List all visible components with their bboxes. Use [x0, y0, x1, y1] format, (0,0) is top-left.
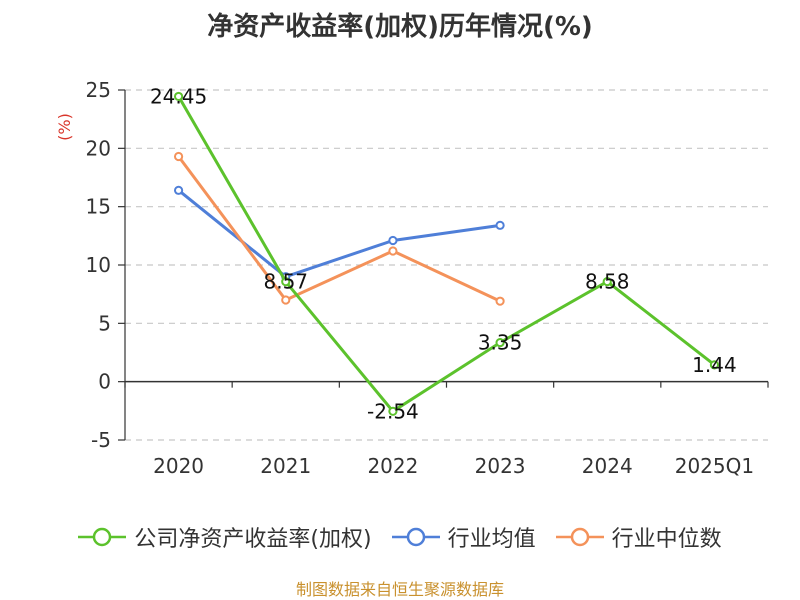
series-line-1 [177, 189, 501, 279]
y-tick-label: -5 [91, 428, 111, 452]
series-line-0 [177, 95, 716, 413]
series-point-2 [495, 296, 505, 306]
series-point-2 [281, 295, 291, 305]
series-line-2 [177, 155, 501, 303]
data-label: -2.54 [367, 399, 419, 423]
series-point-0 [709, 360, 720, 370]
series-point-1 [173, 185, 184, 195]
legend-item-industry-mean[interactable]: 行业均值 [391, 521, 536, 553]
y-tick-label: 25 [86, 78, 111, 102]
series-point-1 [495, 220, 505, 230]
data-label: 1.44 [692, 353, 737, 377]
series-lines [173, 91, 720, 416]
series-point-1 [388, 235, 398, 246]
x-tick-label: 2024 [582, 454, 633, 478]
chart-title: 净资产收益率(加权)历年情况(%) [207, 12, 593, 42]
y-tick-label: 10 [86, 253, 111, 277]
data-label: 8.58 [585, 270, 630, 294]
data-source-note: 制图数据来自恒生聚源数据库 [295, 580, 504, 599]
series-point-0 [173, 91, 184, 102]
series-point-0 [495, 337, 505, 348]
legend-item-industry-median[interactable]: 行业中位数 [555, 521, 722, 553]
x-tick-label: 2021 [260, 454, 311, 478]
data-label: 8.57 [263, 270, 308, 294]
series-point-2 [173, 151, 184, 162]
x-tick-label: 2020 [153, 454, 204, 478]
y-tick-label: 20 [86, 136, 111, 160]
legend: 公司净资产收益率(加权) 行业均值 行业中位数 [0, 520, 800, 554]
legend-item-company[interactable]: 公司净资产收益率(加权) [78, 521, 372, 553]
legend-company-marker-icon [78, 527, 127, 547]
x-tick-label: 2022 [367, 454, 418, 478]
legend-median-marker-icon [555, 527, 604, 547]
series-point-2 [388, 246, 398, 256]
legend-median-label: 行业中位数 [611, 527, 722, 552]
legend-mean-label: 行业均值 [447, 527, 536, 552]
gridlines [125, 89, 768, 441]
data-label: 3.35 [478, 331, 523, 355]
y-tick-label: 15 [86, 195, 111, 219]
x-tick-label: 2025Q1 [675, 454, 754, 478]
y-axis-label: (%) [55, 113, 74, 141]
data-labels: 24.45 8.57 -2.54 3.35 8.58 1.44 [150, 84, 737, 423]
series-point-0 [388, 406, 398, 416]
data-label: 24.45 [150, 84, 207, 108]
series-point-0 [281, 277, 291, 287]
y-tick-label: 0 [98, 370, 111, 394]
legend-mean-marker-icon [391, 527, 440, 547]
legend-company-label: 公司净资产收益率(加权) [134, 527, 372, 552]
series-point-0 [602, 276, 612, 287]
x-tick-label: 2023 [475, 454, 526, 478]
chart-canvas: -5 0 5 10 15 20 25 2020 2021 2022 2023 2024 2025Q1 (… [55, 78, 769, 478]
axes: -5 0 5 10 15 20 25 2020 2021 2022 2023 2024 2025Q1 [86, 78, 769, 478]
y-tick-label: 5 [98, 311, 111, 335]
